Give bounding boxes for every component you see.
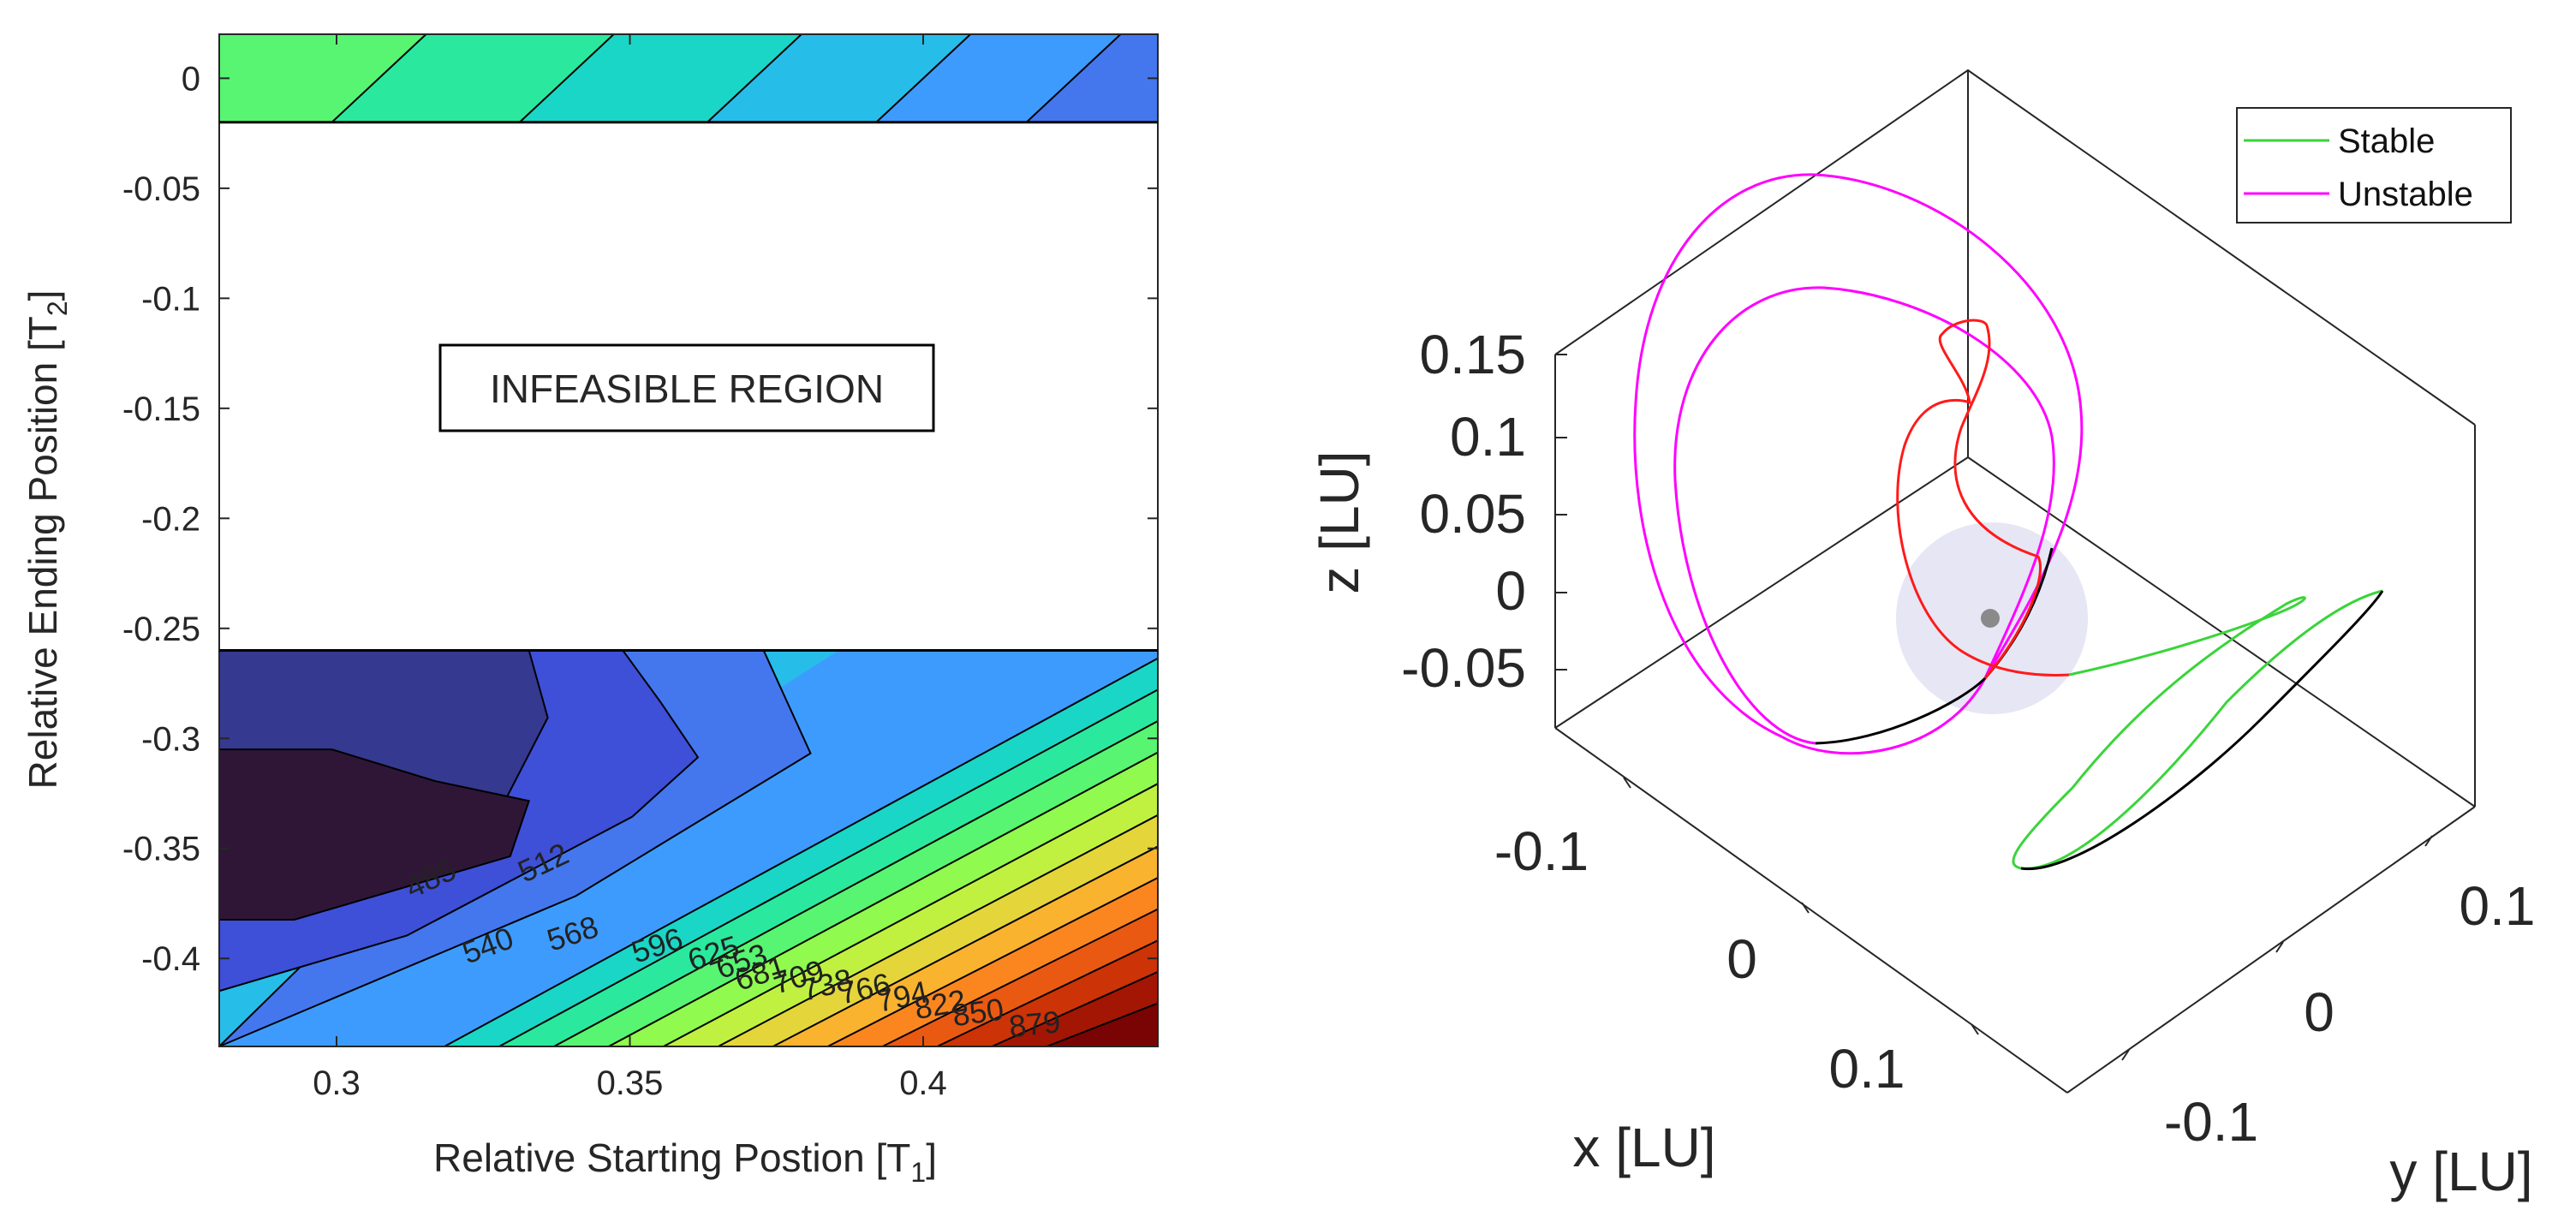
contour-line [707, 33, 802, 123]
contour-top-band [219, 34, 1158, 122]
contour-line [718, 814, 1159, 1047]
legend-unstable-label: Unstable [2338, 176, 2473, 213]
infeasible-box [438, 343, 935, 432]
contour-line [827, 877, 1159, 1047]
y-tick--0.1 [2121, 1049, 2130, 1061]
contour-band-fill [707, 34, 971, 122]
contour-line [882, 908, 1159, 1047]
x-tick--0.1 [1623, 777, 1631, 789]
moon-sphere [1896, 522, 2088, 714]
contour-line [608, 751, 1159, 1047]
z-tick-label: 0 [1495, 560, 1526, 622]
y-tick-0.1 [2424, 835, 2433, 847]
trajectory-series [1633, 173, 2384, 871]
3d-y-tick-labels: -0.1 0 0.1 [2164, 875, 2536, 1153]
series-red-transfer [1896, 319, 2070, 679]
x-tick-0 [1801, 902, 1810, 914]
3d-box-back-floor [1554, 456, 2476, 808]
contour-line [991, 970, 1159, 1047]
contour-line [1046, 1002, 1159, 1047]
contour-bottom-band [218, 649, 1158, 1047]
contour-x-axis-label: Relative Starting Postion [T1] [433, 1136, 937, 1188]
x-tick-label: 0.35 [597, 1064, 664, 1102]
contour-line [772, 845, 1159, 1047]
infeasible-label: INFEASIBLE REGION [490, 367, 884, 411]
3d-z-tick-labels: 0.15 0.1 0.05 0 -0.05 [1401, 324, 1526, 699]
y-tick-label: -0.3 [141, 720, 200, 758]
x-tick-label: 0.1 [1829, 1038, 1905, 1100]
contour-lines [331, 33, 1159, 1047]
series-black-segment-left [1815, 547, 2054, 745]
contour-line [498, 688, 1159, 1047]
y-tick-label: -0.15 [122, 390, 200, 428]
contour-band-fill [519, 34, 802, 122]
contour-axes-box [218, 33, 1159, 1047]
contour-line [331, 33, 427, 123]
z-tick-label: 0.05 [1419, 483, 1526, 545]
contour-axes-frame [218, 33, 1159, 1047]
x-tick-label: 0.4 [899, 1064, 947, 1102]
x-tick-label: -0.1 [1494, 820, 1589, 882]
x-tick-label: 0 [1726, 928, 1757, 990]
contour-band-fill [876, 34, 1121, 122]
contour-y-axis-label: Relative Ending Position [T2] [21, 290, 73, 790]
contour-x-ticks: 0.3 0.35 0.4 [313, 34, 947, 1102]
series-stable-transfer [2012, 589, 2383, 870]
3d-axis-ticks [1555, 354, 2433, 1061]
series-unstable-inner-orbit [1673, 286, 2055, 745]
y-tick-label: -0.1 [141, 280, 200, 318]
trajectory-legend: Stable Unstable [2236, 107, 2512, 224]
y-tick-label: -0.2 [141, 500, 200, 538]
contour-band-fill [1026, 34, 1158, 122]
legend-stable-label: Stable [2338, 122, 2435, 160]
3d-box-edges [1554, 69, 2476, 1094]
moon-body [1981, 609, 2000, 628]
contour-y-ticks: 0 -0.05 -0.1 -0.15 -0.2 -0.25 -0.3 -0.35 -0.4 [122, 60, 1158, 978]
z-tick-label: 0.15 [1419, 324, 1526, 385]
y-tick-label: -0.35 [122, 831, 200, 868]
contour-line [1025, 33, 1122, 123]
trajectory-3d-chart: 0.15 0.1 0.05 0 -0.05 z [LU] -0.1 0 0.1 … [1309, 69, 2536, 1202]
3d-box-front-x-edge [1554, 727, 2068, 1094]
3d-x-tick-labels: -0.1 0 0.1 [1494, 820, 1905, 1100]
x-axis-label: x [LU] [1572, 1117, 1715, 1178]
contour-band-fill [331, 34, 614, 122]
y-tick-label: -0.25 [122, 611, 200, 648]
infeasible-region: INFEASIBLE REGION [438, 343, 935, 432]
contour-band-fill [219, 34, 426, 122]
contour-line [937, 939, 1159, 1047]
y-tick-label: 0 [2304, 981, 2334, 1043]
x-tick-label: 0.3 [313, 1064, 361, 1102]
contour-level-label: 850 [950, 991, 1005, 1033]
series-black-segment-right [2020, 590, 2384, 871]
legend-box [2236, 107, 2512, 224]
contour-level-label: 879 [1007, 1004, 1062, 1044]
z-axis-label: z [LU] [1309, 450, 1370, 593]
z-tick-label: -0.05 [1401, 637, 1526, 699]
y-tick-0 [2275, 941, 2284, 953]
series-unstable-outer-orbit [1633, 173, 2084, 755]
contour-line [519, 33, 615, 123]
contour-line [875, 33, 971, 123]
y-tick-label: -0.1 [2164, 1091, 2258, 1153]
y-tick-label: 0.1 [2460, 875, 2536, 937]
z-tick-label: 0.1 [1450, 406, 1526, 468]
y-axis-label: y [LU] [2389, 1141, 2532, 1202]
x-tick-0.1 [1971, 1023, 1979, 1035]
contour-line [444, 657, 1159, 1047]
contour-line [553, 720, 1159, 1047]
y-tick-label: -0.4 [141, 940, 200, 978]
contour-line [663, 783, 1159, 1047]
3d-box-front-y-edge [2066, 806, 2476, 1094]
contour-band-fill [218, 748, 530, 921]
y-tick-label: -0.05 [122, 170, 200, 208]
y-tick-label: 0 [182, 60, 200, 98]
